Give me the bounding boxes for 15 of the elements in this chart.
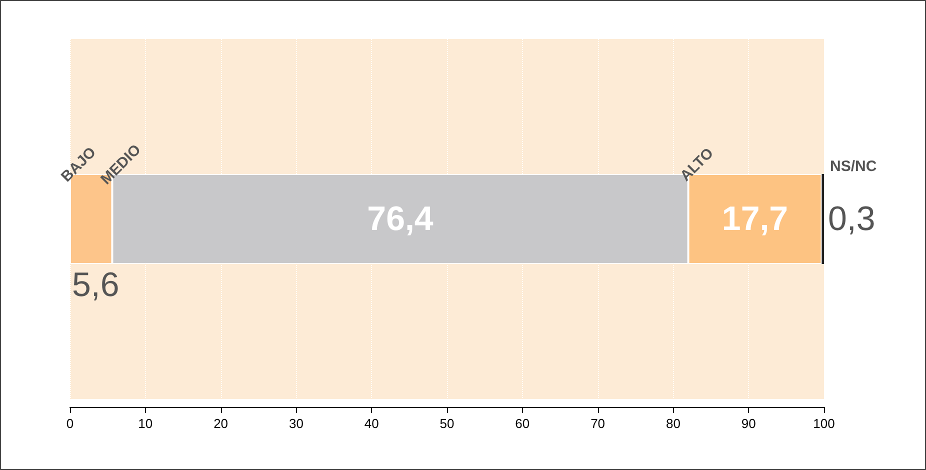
x-tick-label: 0: [66, 416, 74, 431]
x-tick-label: 60: [515, 416, 530, 431]
data-label: 0,3: [828, 200, 876, 238]
x-tick-label: 30: [288, 416, 304, 431]
x-tick-label: 100: [813, 416, 835, 431]
x-tick-label: 10: [138, 416, 153, 431]
x-tick-label: 40: [364, 416, 379, 431]
data-label: 5,6: [72, 266, 120, 304]
series-label: NS/NC: [830, 158, 877, 175]
x-tick-label: 70: [590, 416, 606, 431]
x-tick-label: 90: [741, 416, 756, 431]
x-tick-label: 80: [666, 416, 680, 431]
x-tick-label: 20: [214, 416, 228, 431]
data-label: 17,7: [722, 200, 788, 238]
x-tick-label: 50: [440, 416, 454, 431]
